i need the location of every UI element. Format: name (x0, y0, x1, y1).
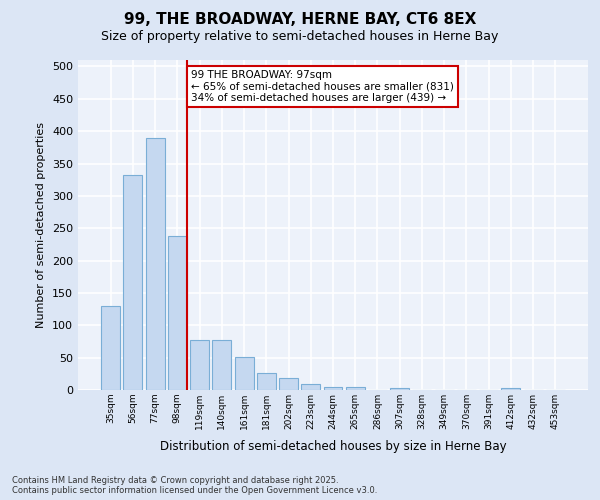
Text: Size of property relative to semi-detached houses in Herne Bay: Size of property relative to semi-detach… (101, 30, 499, 43)
Bar (301, 384, 320, 390)
Bar (212, 340, 231, 390)
Bar (124, 174, 142, 390)
Text: 99, THE BROADWAY, HERNE BAY, CT6 8EX: 99, THE BROADWAY, HERNE BAY, CT6 8EX (124, 12, 476, 28)
X-axis label: Distribution of semi-detached houses by size in Herne Bay: Distribution of semi-detached houses by … (160, 440, 506, 454)
Bar (190, 340, 209, 390)
Bar (257, 373, 276, 390)
Bar (346, 387, 365, 390)
Text: Contains HM Land Registry data © Crown copyright and database right 2025.
Contai: Contains HM Land Registry data © Crown c… (12, 476, 377, 495)
Text: 99 THE BROADWAY: 97sqm
← 65% of semi-detached houses are smaller (831)
34% of se: 99 THE BROADWAY: 97sqm ← 65% of semi-det… (191, 70, 454, 103)
Bar (146, 138, 164, 390)
Bar (390, 388, 409, 390)
Y-axis label: Number of semi-detached properties: Number of semi-detached properties (37, 122, 46, 328)
Bar (101, 306, 120, 390)
Bar (235, 357, 254, 390)
Bar (502, 388, 520, 390)
Bar (279, 378, 298, 390)
Bar (323, 387, 343, 390)
Bar (168, 236, 187, 390)
